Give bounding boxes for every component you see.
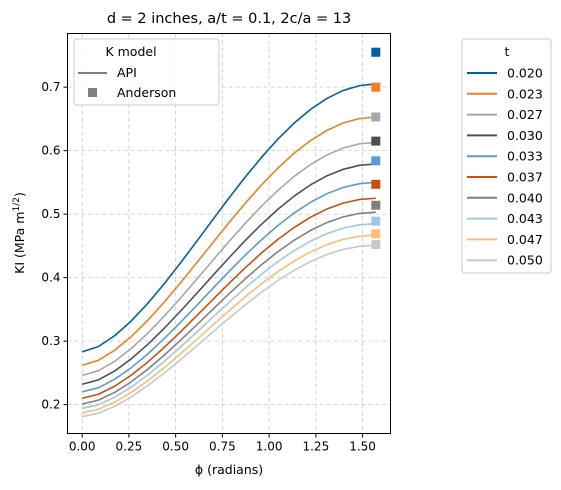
thickness-legend-box: [461, 38, 552, 274]
thickness-legend-label-0.030: 0.030: [507, 128, 543, 143]
anderson-marker-0.030: [371, 136, 381, 146]
y-tick-label: 0.2: [41, 398, 60, 412]
thickness-legend-label-0.043: 0.043: [507, 211, 543, 226]
anderson-marker-0.037: [371, 179, 381, 189]
model-legend-anderson-label: Anderson: [117, 85, 176, 100]
model-legend-title: K model: [105, 44, 156, 59]
thickness-legend-label-0.050: 0.050: [507, 253, 543, 268]
anderson-markers: [371, 47, 381, 250]
series-curves: [81, 83, 376, 418]
y-tick-label: 0.4: [41, 271, 60, 285]
y-axis-ticks: 0.2 0.3 0.4 0.5 0.6 0.7: [41, 80, 68, 412]
series-line-0.037: [81, 197, 376, 400]
series-line-0.023: [81, 116, 376, 367]
x-tick-label: 0.25: [116, 440, 143, 454]
x-tick-label: 1.25: [302, 440, 329, 454]
thickness-legend-label-0.027: 0.027: [507, 107, 543, 122]
anderson-marker-0.023: [371, 82, 381, 92]
plot-area-frame: [67, 33, 391, 434]
series-line-0.043: [82, 222, 376, 410]
y-tick-label: 0.6: [41, 144, 60, 158]
y-axis-label-main: KI (MPa m: [12, 212, 27, 274]
thickness-legend-entries: 0.020 0.023 0.027 0.030 0.033 0.037 0.040 0.043…: [467, 66, 543, 268]
x-tick-label: 0.50: [162, 440, 189, 454]
series-line-0.047: [82, 234, 376, 414]
anderson-marker-0.050: [371, 240, 381, 250]
x-tick-label: 1.50: [349, 440, 376, 454]
thickness-legend-title: t: [505, 44, 510, 59]
anderson-marker-0.020: [371, 47, 381, 57]
series-line-0.030: [81, 163, 376, 386]
thickness-legend-label-0.040: 0.040: [507, 190, 543, 205]
x-tick-label: 0.75: [209, 440, 236, 454]
model-legend-box: [73, 38, 220, 106]
series-line-0.020: [81, 83, 376, 353]
model-legend: K model API Anderson: [73, 38, 220, 106]
anderson-marker-0.033: [371, 156, 381, 166]
chart-title: d = 2 inches, a/t = 0.1, 2c/a = 13: [107, 11, 351, 27]
series-line-0.027: [81, 141, 376, 377]
series-line-0.040: [81, 211, 376, 405]
model-legend-api-label: API: [117, 65, 137, 80]
thickness-legend-label-0.033: 0.033: [507, 149, 543, 164]
y-tick-label: 0.5: [41, 207, 60, 221]
x-tick-label: 1.00: [256, 440, 283, 454]
x-axis-label: ϕ (radians): [195, 462, 263, 477]
y-axis-label-superscript: 1/2: [12, 197, 22, 211]
thickness-legend: t 0.0200.0230.0270.0300.0330.0370.0400.0…: [461, 38, 552, 274]
series-line-0.033: [81, 181, 376, 393]
anderson-marker-0.040: [371, 200, 381, 210]
series-line-0.050: [82, 244, 376, 418]
y-tick-label: 0.7: [41, 80, 60, 94]
y-axis-label-close: ): [12, 192, 27, 197]
thickness-legend-label-0.037: 0.037: [507, 170, 543, 185]
anderson-marker-0.047: [371, 229, 381, 239]
anderson-marker-0.027: [371, 112, 381, 122]
thickness-legend-label-0.023: 0.023: [507, 86, 543, 101]
thickness-legend-label-0.047: 0.047: [507, 232, 543, 247]
x-axis-ticks: 0.00 0.25 0.50 0.75 1.00 1.25 1.50: [69, 433, 376, 454]
y-tick-label: 0.3: [41, 334, 60, 348]
y-axis-label: KI (MPa m1/2): [12, 192, 27, 274]
anderson-marker-0.043: [371, 216, 381, 226]
model-legend-anderson-swatch: [88, 88, 97, 97]
x-tick-label: 0.00: [69, 440, 96, 454]
thickness-legend-label-0.020: 0.020: [507, 66, 543, 81]
